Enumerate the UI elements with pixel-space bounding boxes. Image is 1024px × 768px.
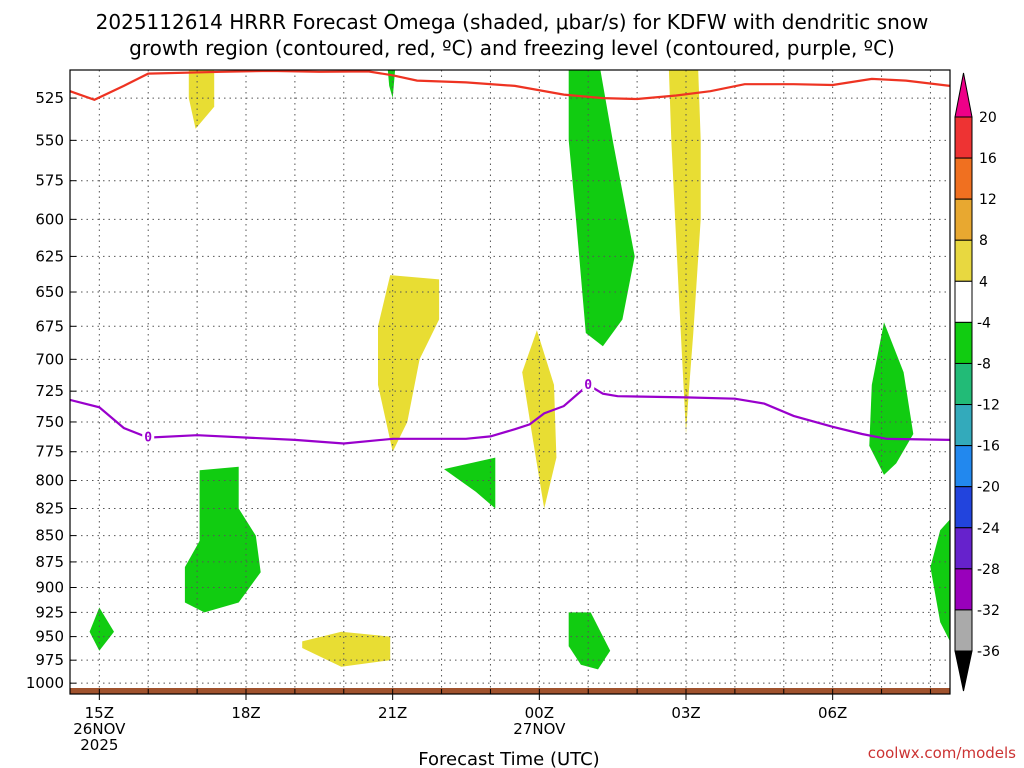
colorbar-band-1 — [954, 116, 973, 159]
contour-lines — [70, 70, 950, 445]
chart-title-line-1: 2025112614 HRRR Forecast Omega (shaded, … — [96, 10, 929, 34]
colorbar-label-9: -16 — [977, 439, 1000, 455]
x-tick-label-15-1: 26NOV — [73, 720, 126, 738]
ground-surface — [70, 688, 950, 694]
x-tick-label-30-0: 06Z — [818, 704, 847, 722]
y-tick-label-825: 825 — [35, 499, 64, 517]
colorbar-label-1: 20 — [979, 110, 997, 126]
colorbar-band-7 — [954, 362, 973, 406]
freezing-level-contour-line — [70, 383, 950, 445]
omega-region-2 — [387, 70, 396, 99]
omega-region-11 — [89, 607, 114, 651]
omega-region-6 — [522, 330, 557, 509]
omega-region-13 — [302, 631, 391, 667]
x-axis-title: Forecast Time (UTC) — [418, 749, 599, 768]
colorbar-band-2 — [954, 157, 973, 200]
x-tick-label-21-0: 21Z — [378, 704, 407, 722]
freezing-label-bg-2 — [582, 376, 595, 391]
colorbar-band-11 — [954, 527, 973, 570]
y-tick-label-900: 900 — [35, 579, 64, 597]
y-tick-label-975: 975 — [35, 651, 64, 669]
y-tick-label-925: 925 — [35, 603, 64, 621]
plot-frame — [69, 69, 951, 695]
colorbar: 20 16 12 8 4 -4 -8 -12 -16 -20 -24 -28 -32 -36 — [954, 72, 1000, 692]
y-tick-label-1000: 1000 — [26, 674, 64, 692]
chart-title-line-2: growth region (contoured, red, ºC) and f… — [129, 36, 895, 60]
colorbar-band-13 — [954, 609, 973, 652]
colorbar-label-14: -36 — [977, 644, 1000, 660]
colorbar-band-5 — [954, 280, 973, 323]
omega-regions — [89, 70, 950, 670]
contour-labels: 00 — [142, 376, 595, 446]
colorbar-band-4 — [954, 239, 973, 282]
colorbar-label-13: -32 — [977, 603, 1000, 619]
y-axis: 525 550 575 600 625 650 675 700 725 750 775 800 825 8… — [26, 89, 76, 692]
colorbar-top-arrow — [954, 72, 973, 118]
y-tick-label-950: 950 — [35, 628, 64, 646]
colorbar-band-12 — [954, 568, 973, 611]
colorbar-label-11: -24 — [977, 521, 1000, 537]
freezing-label-bg-1 — [142, 429, 155, 444]
y-tick-label-600: 600 — [35, 210, 64, 228]
colorbar-label-5: 4 — [979, 274, 988, 290]
freezing-level-label-1: 0 — [144, 431, 152, 446]
y-tick-label-700: 700 — [35, 350, 64, 368]
colorbar-label-10: -20 — [977, 480, 1000, 496]
y-tick-label-750: 750 — [35, 413, 64, 431]
y-tick-label-725: 725 — [35, 382, 64, 400]
x-tick-label-15-2: 2025 — [80, 736, 118, 754]
y-tick-label-625: 625 — [35, 247, 64, 265]
x-tick-label-24-0: 00Z — [525, 704, 554, 722]
grid-lines — [70, 70, 950, 694]
y-tick-label-525: 525 — [35, 89, 64, 107]
colorbar-label-6: -4 — [977, 315, 991, 331]
ground-strip — [70, 688, 950, 694]
x-tick-label-15-0: 15Z — [85, 704, 114, 722]
y-tick-label-650: 650 — [35, 283, 64, 301]
credit-text: coolwx.com/models — [868, 744, 1016, 762]
colorbar-band-6 — [954, 321, 973, 364]
freezing-level-label-2: 0 — [584, 378, 592, 393]
colorbar-label-3: 12 — [979, 192, 997, 208]
colorbar-label-2: 16 — [979, 151, 997, 167]
omega-region-7 — [444, 457, 496, 509]
omega-region-5 — [378, 275, 440, 452]
omega-region-12 — [568, 612, 611, 670]
colorbar-label-12: -28 — [977, 562, 1000, 578]
omega-region-8 — [184, 466, 261, 613]
colorbar-band-9 — [954, 445, 973, 488]
y-tick-label-675: 675 — [35, 317, 64, 335]
colorbar-band-10 — [954, 486, 973, 529]
y-tick-label-550: 550 — [35, 131, 64, 149]
x-tick-label-27-0: 03Z — [671, 704, 700, 722]
dgz-contour-line — [70, 70, 950, 101]
colorbar-label-8: -12 — [977, 398, 1000, 414]
omega-region-1 — [188, 70, 215, 129]
y-tick-label-800: 800 — [35, 472, 64, 490]
colorbar-bottom-arrow — [954, 650, 973, 692]
colorbar-band-8 — [954, 404, 973, 447]
y-tick-label-875: 875 — [35, 553, 64, 571]
colorbar-band-3 — [954, 198, 973, 241]
omega-region-4 — [668, 70, 701, 434]
y-tick-label-775: 775 — [35, 443, 64, 461]
omega-region-3 — [568, 70, 635, 347]
y-tick-label-850: 850 — [35, 527, 64, 545]
omega-region-10 — [930, 519, 950, 642]
x-tick-label-24-1: 27NOV — [513, 720, 566, 738]
colorbar-label-7: -8 — [977, 356, 991, 372]
y-tick-label-575: 575 — [35, 172, 64, 190]
x-tick-label-18-0: 18Z — [231, 704, 260, 722]
colorbar-label-4: 8 — [979, 233, 988, 249]
